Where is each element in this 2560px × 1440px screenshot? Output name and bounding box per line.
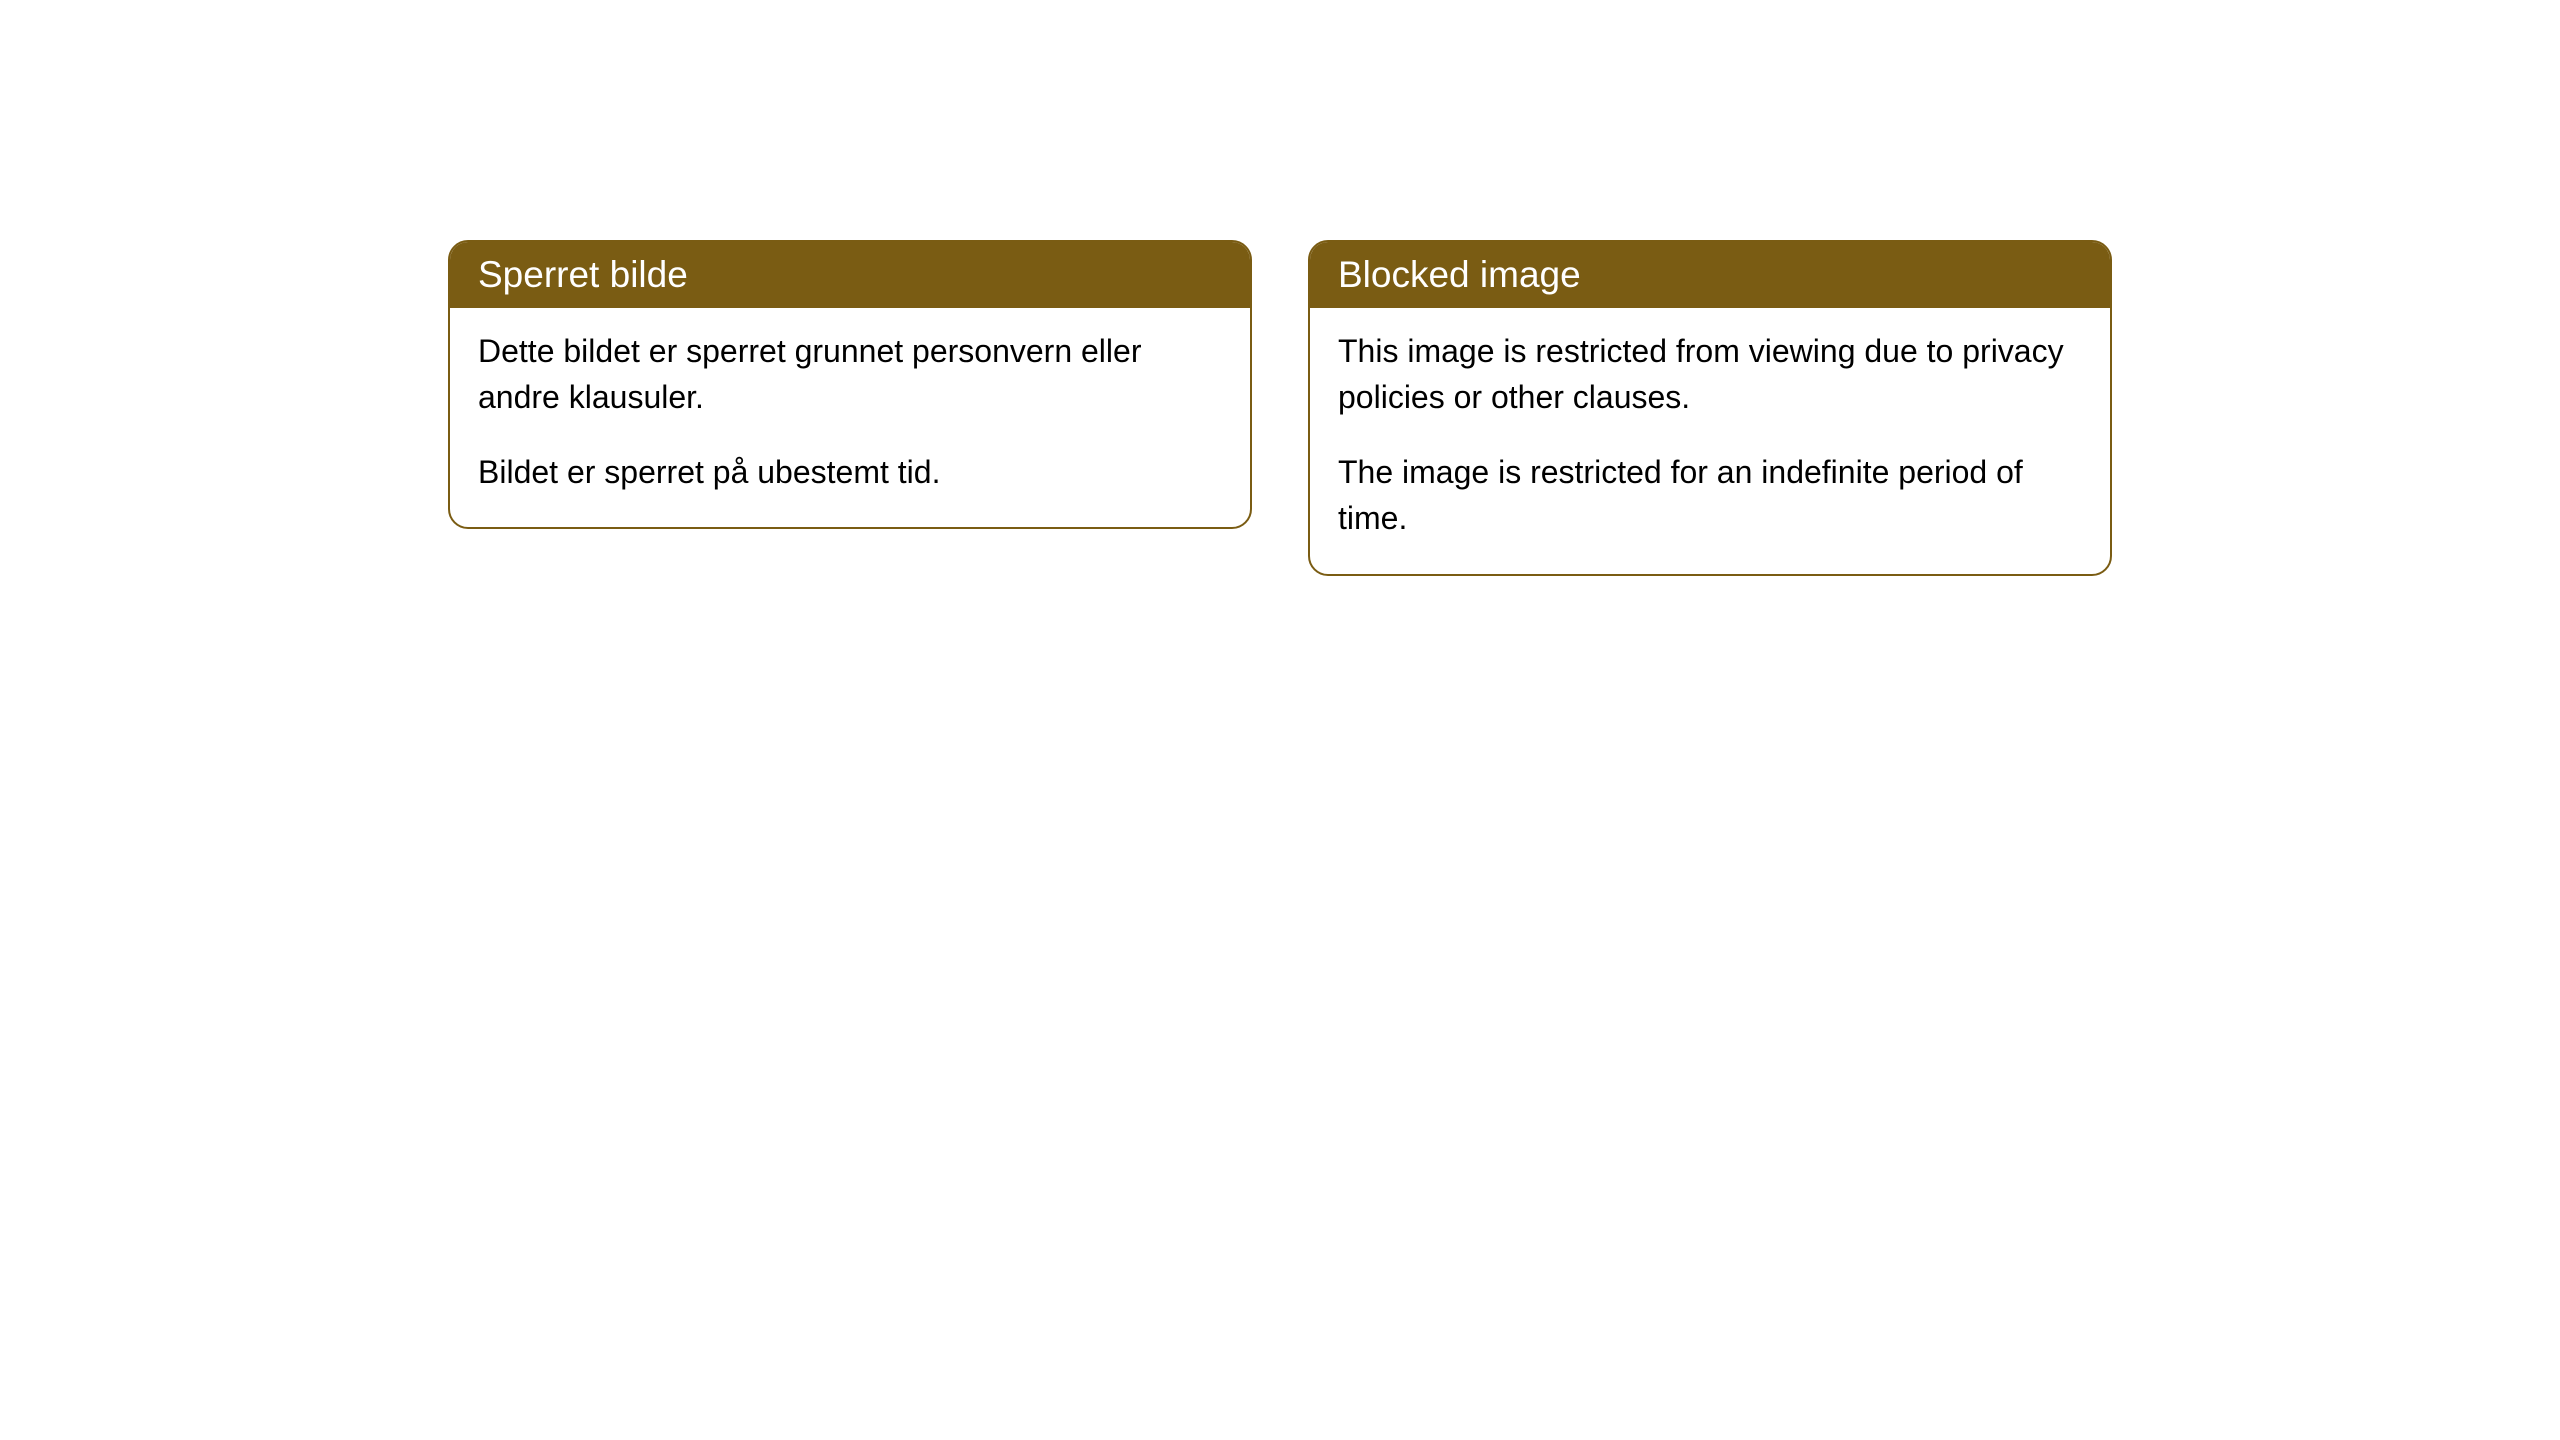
card-body: Dette bildet er sperret grunnet personve… [450,308,1250,527]
card-paragraph-1: Dette bildet er sperret grunnet personve… [478,328,1222,421]
notice-card-english: Blocked image This image is restricted f… [1308,240,2112,576]
card-title: Blocked image [1338,254,1581,295]
card-paragraph-1: This image is restricted from viewing du… [1338,328,2082,421]
card-paragraph-2: Bildet er sperret på ubestemt tid. [478,449,1222,495]
card-header: Sperret bilde [450,242,1250,308]
card-title: Sperret bilde [478,254,688,295]
notice-card-norwegian: Sperret bilde Dette bildet er sperret gr… [448,240,1252,529]
card-paragraph-2: The image is restricted for an indefinit… [1338,449,2082,542]
notice-container: Sperret bilde Dette bildet er sperret gr… [448,240,2112,1440]
card-header: Blocked image [1310,242,2110,308]
card-body: This image is restricted from viewing du… [1310,308,2110,574]
